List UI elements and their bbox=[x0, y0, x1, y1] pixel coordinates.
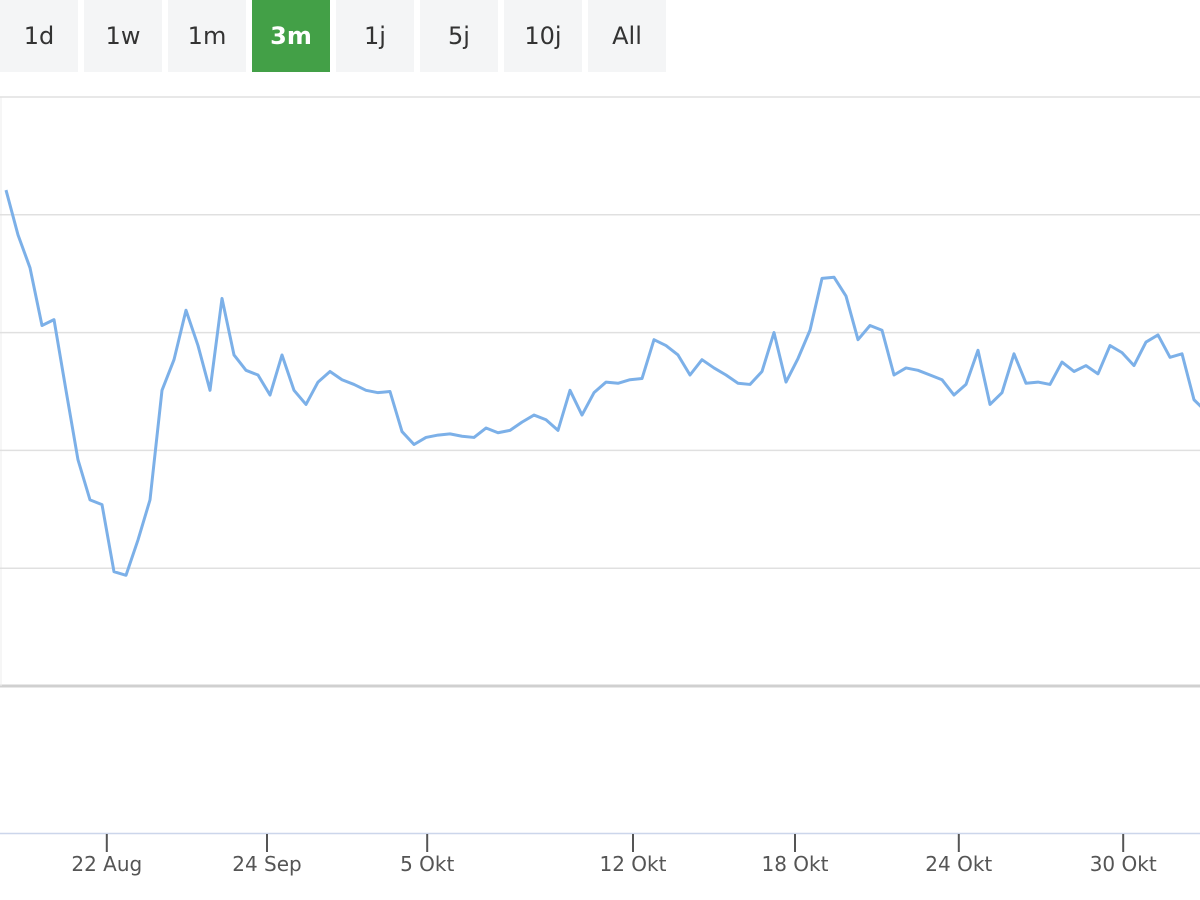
x-tick-label: 12 Okt bbox=[600, 852, 667, 876]
range-button[interactable]: 1d bbox=[0, 0, 78, 72]
range-button[interactable]: All bbox=[588, 0, 666, 72]
range-button[interactable]: 5j bbox=[420, 0, 498, 72]
x-tick-label: 5 Okt bbox=[400, 852, 454, 876]
range-button[interactable]: 1w bbox=[84, 0, 162, 72]
x-tick-label: 30 Okt bbox=[1090, 852, 1157, 876]
x-tick-label: 24 Okt bbox=[925, 852, 992, 876]
range-button[interactable]: 10j bbox=[504, 0, 582, 72]
range-button[interactable]: 1m bbox=[168, 0, 246, 72]
x-tick-label: 18 Okt bbox=[762, 852, 829, 876]
x-tick-label: 22 Aug bbox=[71, 852, 142, 876]
range-button[interactable]: 1j bbox=[336, 0, 414, 72]
x-tick-label: 24 Sep bbox=[232, 852, 302, 876]
price-line bbox=[4, 189, 1200, 577]
range-button[interactable]: 3m bbox=[252, 0, 330, 72]
